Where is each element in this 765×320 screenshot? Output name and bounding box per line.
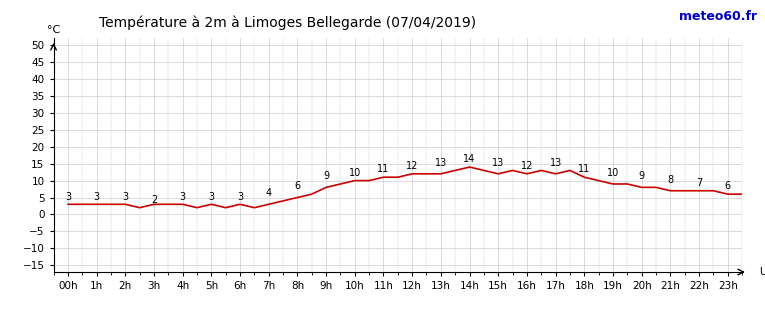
Text: 11: 11 (578, 164, 591, 174)
Text: 10: 10 (349, 168, 361, 178)
Text: 13: 13 (549, 158, 562, 168)
Text: meteo60.fr: meteo60.fr (679, 10, 757, 23)
Text: Température à 2m à Limoges Bellegarde (07/04/2019): Température à 2m à Limoges Bellegarde (0… (99, 16, 477, 30)
Text: 3: 3 (180, 191, 186, 202)
Text: 7: 7 (696, 178, 702, 188)
Text: 3: 3 (65, 191, 71, 202)
Text: 3: 3 (93, 191, 99, 202)
Text: 3: 3 (237, 191, 243, 202)
Text: 14: 14 (464, 154, 476, 164)
Text: 12: 12 (406, 161, 418, 171)
Text: 9: 9 (323, 171, 329, 181)
Text: 6: 6 (295, 181, 301, 191)
Text: 8: 8 (667, 175, 673, 185)
Text: UTC: UTC (759, 267, 765, 277)
Text: 4: 4 (265, 188, 272, 198)
Text: °C: °C (47, 25, 60, 35)
Text: 2: 2 (151, 195, 157, 205)
Text: 13: 13 (435, 158, 447, 168)
Text: 13: 13 (492, 158, 504, 168)
Text: 11: 11 (377, 164, 389, 174)
Text: 12: 12 (521, 161, 533, 171)
Text: 9: 9 (639, 171, 645, 181)
Text: 10: 10 (607, 168, 619, 178)
Text: 6: 6 (724, 181, 731, 191)
Text: 3: 3 (208, 191, 214, 202)
Text: 3: 3 (122, 191, 129, 202)
